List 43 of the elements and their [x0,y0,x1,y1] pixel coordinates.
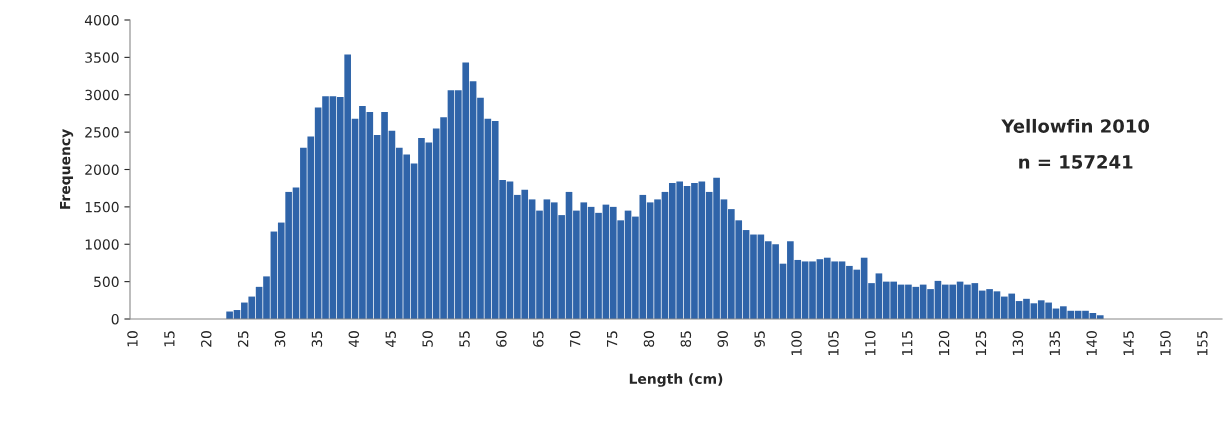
x-tick-label: 45 [385,331,396,348]
x-tick-label: 10 [127,331,138,347]
y-tick-label: 3500 [85,52,119,63]
y-tick-label: 0 [111,313,119,325]
x-tick-label: 50 [422,331,433,347]
x-tick-label: 70 [569,331,581,347]
x-tick-label: 60 [496,331,507,347]
x-tick-label: 25 [237,331,249,347]
x-tick-label: 75 [606,331,618,347]
x-tick-label: 120 [938,331,950,356]
x-tick-label: 55 [459,331,470,347]
x-tick-label: 135 [1049,331,1061,356]
x-tick-label: 145 [1123,331,1134,356]
x-tick-label: 105 [828,331,839,356]
annotation: Yellowfin 2010 [1001,118,1150,133]
x-tick-label: 100 [791,331,802,356]
y-tick-label: 1500 [85,201,119,213]
y-tick-label: 4000 [84,14,119,26]
x-tick-label: 115 [902,331,913,356]
x-tick-label: 140 [1086,331,1097,356]
y-axis-title: Frequency [60,129,74,209]
x-tick-label: 130 [1012,331,1024,356]
x-tick-label: 95 [754,331,765,347]
x-tick-label: 80 [643,331,655,347]
x-tick-label: 40 [348,331,360,348]
x-tick-label: 30 [274,331,286,347]
x-axis-title: Length (cm) [629,373,723,387]
y-tick-label: 3000 [85,89,119,101]
x-tick-label: 125 [975,331,987,356]
annotation: n = 157241 [1019,155,1133,169]
x-tick-label: 35 [311,331,323,347]
x-tick-label: 155 [1197,331,1208,356]
x-tick-label: 65 [533,331,544,347]
y-tick-label: 2000 [85,164,119,175]
x-tick-label: 15 [164,331,175,347]
x-tick-label: 110 [865,331,876,356]
x-tick-label: 20 [201,331,212,347]
x-tick-label: 90 [717,331,728,347]
x-tick-label: 150 [1160,331,1171,356]
x-tick-label: 85 [680,331,692,347]
y-tick-label: 1000 [85,239,119,250]
y-tick-label: 2500 [85,127,119,138]
y-tick-label: 500 [94,276,119,288]
